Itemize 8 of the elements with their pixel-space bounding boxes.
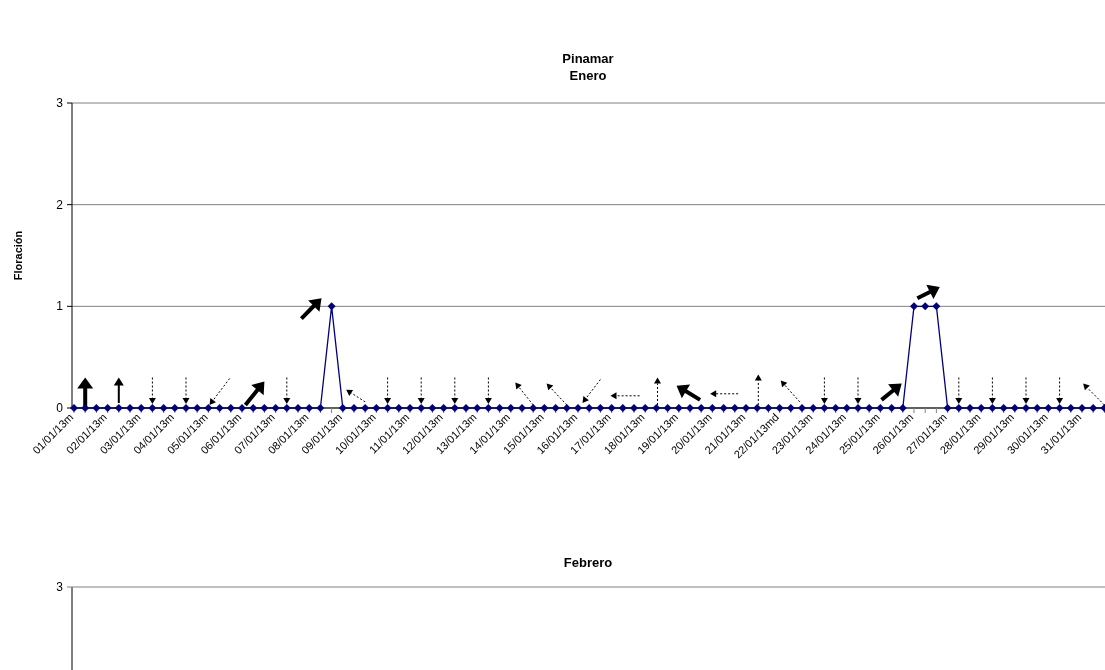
text: Febrero xyxy=(563,555,613,570)
chart-title: Pinamar xyxy=(562,51,614,66)
y-tick-label: 0 xyxy=(56,401,64,415)
y-tick-label: 2 xyxy=(56,197,64,212)
y-axis-title: Floración xyxy=(12,230,24,281)
chart-subtitle: Enero xyxy=(569,68,607,83)
y-tick-label: 3 xyxy=(56,96,64,110)
y-tick-label: 1 xyxy=(56,299,64,314)
